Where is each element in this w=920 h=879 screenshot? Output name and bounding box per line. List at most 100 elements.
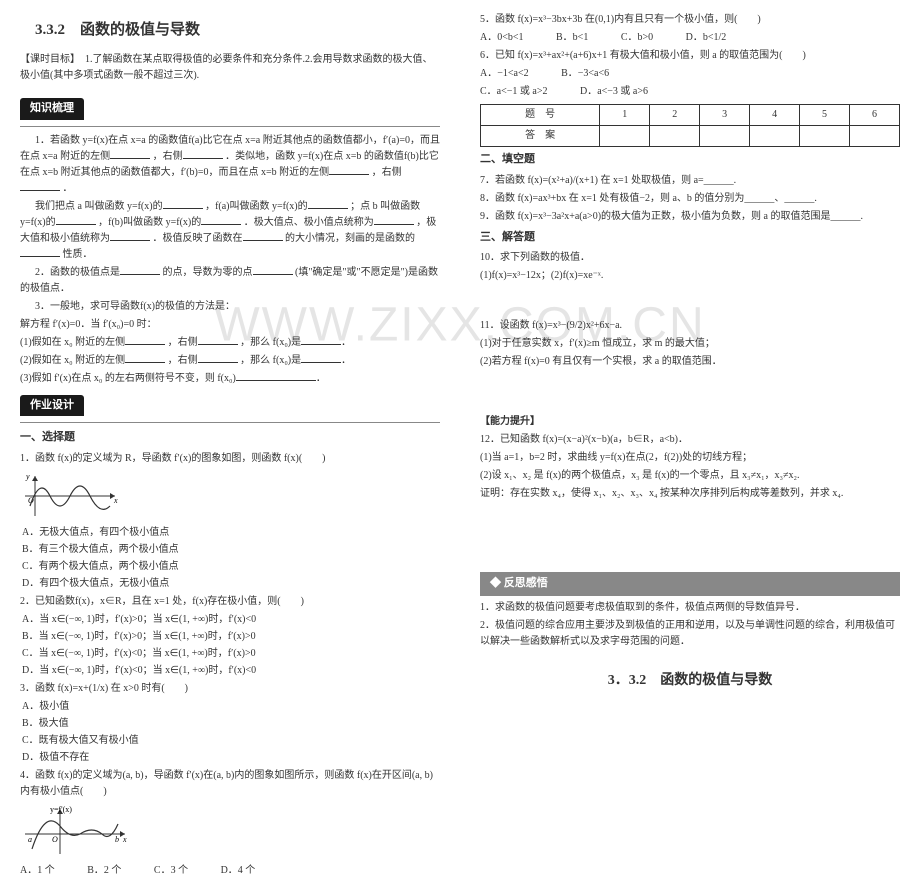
q4-graph: O x y=f'(x) a b: [20, 804, 130, 859]
q6-opt-c: C．a<−1 或 a>2: [480, 84, 547, 100]
table-cell: [850, 126, 900, 147]
text: 性质．: [63, 249, 93, 260]
q3-opt-d: D．极值不存在: [22, 750, 440, 766]
q1-opt-c: C．有两个极大值点，两个极小值点: [22, 559, 440, 575]
q6-opts-row2: C．a<−1 或 a>2 D．a<−3 或 a>6: [480, 84, 900, 100]
q12-s3: 证明：存在实数 x₄，使得 x₁、x₂、x₃、x₄ 按某种次序排列后构成等差数列…: [480, 486, 900, 502]
table-row: 题 号 1 2 3 4 5 6: [481, 105, 900, 126]
knowledge-item-3: 3．一般地，求可导函数f(x)的极值的方法是：: [20, 299, 440, 315]
svg-text:b: b: [115, 835, 119, 844]
table-cell: 1: [600, 105, 650, 126]
q1-text: 1．函数 f(x)的定义域为 R，导函数 f′(x)的图象如图，则函数 f(x)…: [20, 451, 440, 467]
q11-s2: (2)若方程 f(x)=0 有且仅有一个实根，求 a 的取值范围．: [480, 354, 900, 370]
text: ．: [63, 183, 73, 194]
svg-text:x: x: [122, 835, 127, 844]
table-cell: [700, 126, 750, 147]
choice-heading: 一、选择题: [20, 429, 440, 447]
q5-opt-c: C．b>0: [621, 30, 653, 46]
q3-opt-b: B．极大值: [22, 716, 440, 732]
q4-opt-c: C．3 个: [154, 863, 188, 879]
solve-heading: 三、解答题: [480, 229, 900, 247]
q11-s1: (1)对于任意实数 x，f′(x)≥m 恒成立，求 m 的最大值；: [480, 336, 900, 352]
text: 的点，导数为零的点: [163, 267, 253, 278]
text: ．极值反映了函数在: [153, 233, 243, 244]
q6-opt-a: A．−1<a<2: [480, 66, 529, 82]
q5-opt-a: A．0<b<1: [480, 30, 524, 46]
q12-s2: (2)设 x₁、x₂ 是 f(x)的两个极值点，x₃ 是 f(x)的一个零点，且…: [480, 468, 900, 484]
q5-text: 5．函数 f(x)=x³−3bx+3b 在(0,1)内有且只有一个极小值，则( …: [480, 12, 900, 28]
text: ，右侧: [168, 355, 198, 366]
q6-text: 6．已知 f(x)=x³+ax²+(a+6)x+1 有极大值和极小值，则 a 的…: [480, 48, 900, 64]
q6-opt-b: B．−3<a<6: [561, 66, 609, 82]
q2-opt-a: A．当 x∈(−∞, 1)时，f′(x)>0；当 x∈(1, +∞)时，f′(x…: [22, 612, 440, 628]
text: ，右侧: [168, 337, 198, 348]
divider: [20, 126, 440, 127]
svg-text:a: a: [28, 835, 32, 844]
table-row: 答 案: [481, 126, 900, 147]
answer-section-title: 3．3.2 函数的极值与导数: [480, 670, 900, 692]
q10-sub: (1)f(x)=x³−12x；(2)f(x)=xe⁻ˣ.: [480, 268, 900, 284]
q4-opt-b: B．2 个: [87, 863, 121, 879]
text: ，那么 f(x₀)是: [240, 355, 301, 366]
q9: 9．函数 f(x)=x³−3a²x+a(a>0)的极大值为正数，极小值为负数，则…: [480, 209, 900, 225]
q4-opt-d: D．4 个: [221, 863, 256, 879]
text: ，f(b)叫做函数 y=f(x)的: [98, 217, 201, 228]
improve-heading: 【能力提升】: [480, 414, 900, 430]
text: (3)假如 f′(x)在点 x₀ 的左右两侧符号不变，则 f(x₀): [20, 373, 236, 384]
answer-table: 题 号 1 2 3 4 5 6 答 案: [480, 104, 900, 147]
page-title: 3.3.2 函数的极值与导数: [35, 18, 440, 42]
knowledge-item-1b: 我们把点 a 叫做函数 y=f(x)的 ，f(a)叫做函数 y=f(x)的 ；点…: [20, 199, 440, 263]
course-objective: 【课时目标】 1.了解函数在某点取得极值的必要条件和充分条件.2.会用导数求函数…: [20, 52, 440, 84]
table-cell: [650, 126, 700, 147]
q2-opt-d: D．当 x∈(−∞, 1)时，f′(x)<0；当 x∈(1, +∞)时，f′(x…: [22, 663, 440, 679]
q6-opt-d: D．a<−3 或 a>6: [580, 84, 648, 100]
text: ，右侧: [153, 151, 183, 162]
q4-text: 4．函数 f(x)的定义域为(a, b)，导函数 f′(x)在(a, b)内的图…: [20, 768, 440, 800]
table-header: 答 案: [481, 126, 600, 147]
q11: 11．设函数 f(x)=x³−(9/2)x²+6x−a.: [480, 318, 900, 334]
section-homework: 作业设计: [20, 395, 84, 417]
section-knowledge: 知识梳理: [20, 98, 84, 120]
q1-opt-b: B．有三个极大值点，两个极小值点: [22, 542, 440, 558]
table-cell: 6: [850, 105, 900, 126]
table-cell: [800, 126, 850, 147]
q4-opt-a: A．1 个: [20, 863, 55, 879]
divider: [20, 422, 440, 423]
q1-opt-d: D．有四个极大值点，无极小值点: [22, 576, 440, 592]
text: ．极大值点、极小值点统称为: [244, 217, 374, 228]
q6-opts-row1: A．−1<a<2 B．−3<a<6: [480, 66, 900, 82]
text: ，右侧: [372, 167, 402, 178]
text: ，那么 f(x₀)是: [240, 337, 301, 348]
text: (1)假如在 x₀ 附近的左侧: [20, 337, 125, 348]
q12-s1: (1)当 a=1，b=2 时，求曲线 y=f(x)在点(2，f(2))处的切线方…: [480, 450, 900, 466]
q5-opt-d: D．b<1/2: [686, 30, 727, 46]
q3-opt-c: C．既有极大值又有极小值: [22, 733, 440, 749]
q1-graph: O x y: [20, 471, 120, 521]
knowledge-item-3-4: (3)假如 f′(x)在点 x₀ 的左右两侧符号不变，则 f(x₀)．: [20, 371, 440, 387]
knowledge-item-1: 1．若函数 y=f(x)在点 x=a 的函数值f(a)比它在点 x=a 附近其他…: [20, 133, 440, 197]
table-cell: 4: [750, 105, 800, 126]
svg-text:y=f'(x): y=f'(x): [50, 805, 72, 814]
reflection-2: 2．极值问题的综合应用主要涉及到极值的正用和逆用，以及与单调性问题的综合，利用极…: [480, 618, 900, 650]
section-reflect: ◆ 反思感悟: [480, 572, 900, 596]
table-cell: 3: [700, 105, 750, 126]
table-cell: 2: [650, 105, 700, 126]
q2-text: 2．已知函数f(x)，x∈R，且在 x=1 处，f(x)存在极小值，则( ): [20, 594, 440, 610]
table-cell: [750, 126, 800, 147]
q3-text: 3．函数 f(x)=x+(1/x) 在 x>0 时有( ): [20, 681, 440, 697]
knowledge-item-3-3: (2)假如在 x₀ 附近的左侧 ，右侧 ，那么 f(x₀)是．: [20, 353, 440, 369]
q3-opt-a: A．极小值: [22, 699, 440, 715]
table-cell: [600, 126, 650, 147]
table-cell: 5: [800, 105, 850, 126]
svg-text:O: O: [52, 835, 58, 844]
svg-text:y: y: [25, 472, 30, 481]
svg-text:x: x: [113, 496, 118, 505]
q7: 7．若函数 f(x)=(x²+a)/(x+1) 在 x=1 处取极值，则 a=_…: [480, 173, 900, 189]
q10: 10．求下列函数的极值．: [480, 250, 900, 266]
q5-opts: A．0<b<1 B．b<1 C．b>0 D．b<1/2: [480, 30, 900, 46]
text: (2)假如在 x₀ 附近的左侧: [20, 355, 125, 366]
left-column: 3.3.2 函数的极值与导数 【课时目标】 1.了解函数在某点取得极值的必要条件…: [0, 0, 460, 651]
right-column: 5．函数 f(x)=x³−3bx+3b 在(0,1)内有且只有一个极小值，则( …: [460, 0, 920, 651]
q2-opt-c: C．当 x∈(−∞, 1)时，f′(x)<0；当 x∈(1, +∞)时，f′(x…: [22, 646, 440, 662]
text: 的大小情况，刻画的是函数的: [285, 233, 415, 244]
